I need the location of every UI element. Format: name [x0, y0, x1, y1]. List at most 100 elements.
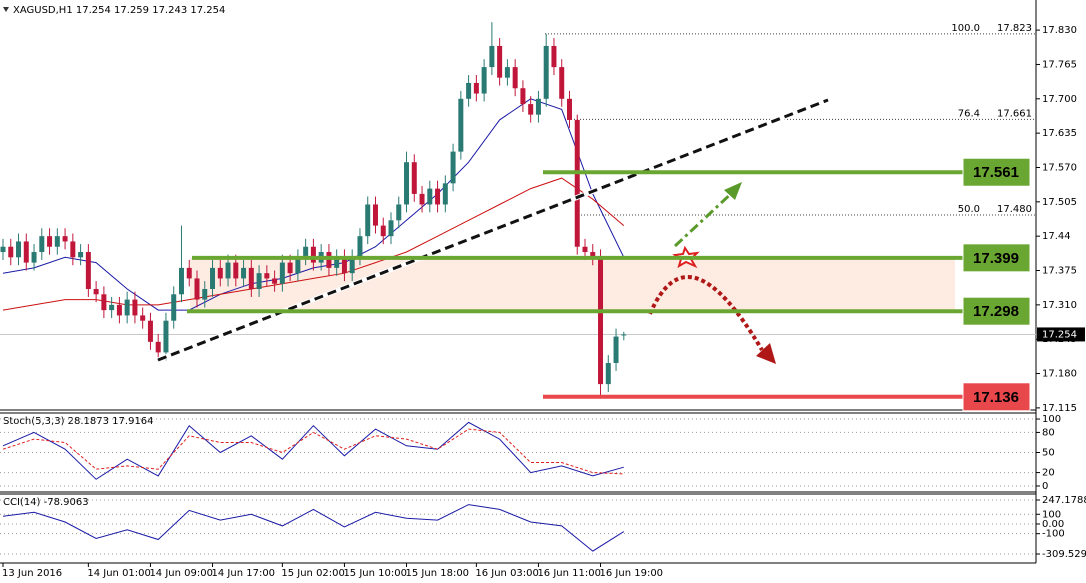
candle-body: [582, 246, 588, 253]
candle-body: [295, 257, 301, 274]
candle-body: [435, 188, 441, 205]
fib-ratio: 50.0: [958, 204, 980, 215]
indicator-line: [2, 421, 624, 480]
y-tick-label: 0: [1042, 481, 1048, 492]
y-tick-label: 17.44: [1042, 231, 1071, 242]
candle-body: [210, 267, 216, 290]
y-tick-label: -100: [1042, 529, 1065, 540]
candle-body: [101, 294, 107, 311]
candle-body: [605, 362, 611, 385]
candle-body: [450, 151, 456, 184]
candle-body: [512, 67, 518, 89]
candle-body: [551, 45, 557, 68]
candle-body: [365, 204, 371, 237]
y-tick-label: -309.5296: [1042, 549, 1086, 560]
candle-body: [8, 246, 14, 258]
level-label: 17.561: [973, 164, 1019, 181]
y-tick-label: 17.310: [1042, 300, 1077, 311]
y-tick-label: 50: [1042, 448, 1055, 459]
candle-body: [442, 183, 448, 205]
candle-body: [155, 341, 161, 353]
y-tick-label: 100: [1042, 414, 1061, 425]
level-box: [962, 296, 1031, 326]
candle-body: [47, 236, 53, 247]
candle-body: [233, 262, 239, 279]
x-tick-label: 14 Jun 01:00: [87, 568, 151, 579]
candle-body: [54, 236, 60, 247]
y-tick-label: 80: [1042, 427, 1055, 438]
candle-body: [147, 320, 153, 342]
candle-body: [264, 273, 270, 279]
candle-body: [62, 236, 68, 242]
candle-body: [598, 257, 604, 385]
y-tick-label: 20: [1042, 468, 1055, 479]
candle-body: [504, 67, 510, 78]
candle-body: [380, 225, 386, 237]
x-tick-label: 15 Jun 02:00: [281, 568, 345, 579]
candle-body: [326, 252, 332, 268]
price-tag-label: 17.254: [1042, 329, 1077, 340]
candle-body: [194, 278, 200, 300]
candle-body: [497, 45, 503, 78]
fib-ratio: 100.0: [951, 23, 980, 34]
candle-body: [186, 267, 192, 279]
down-arrow-head: [756, 343, 776, 364]
candle-body: [357, 236, 363, 258]
candle-body: [287, 262, 293, 274]
x-tick-label: 14 Jun 09:00: [149, 568, 213, 579]
x-tick-label: 16 Jun 03:00: [475, 568, 539, 579]
up-arrow-head: [724, 182, 742, 200]
y-tick-label: 17.830: [1042, 25, 1077, 36]
fib-ratio: 76.4: [958, 108, 980, 119]
candle-body: [334, 257, 340, 268]
candle-body: [116, 304, 122, 316]
candle-body: [93, 289, 99, 295]
candle-body: [279, 262, 285, 284]
candle-body: [528, 104, 534, 115]
candle-body: [404, 162, 410, 205]
fib-level: 17.823: [997, 23, 1032, 34]
candle-body: [310, 246, 316, 263]
menu-icon[interactable]: [3, 7, 9, 12]
y-tick-label: 100: [1042, 509, 1061, 520]
x-tick-label: 13 Jun 2016: [2, 568, 62, 579]
candle-body: [256, 273, 262, 290]
level-label: 17.298: [973, 303, 1019, 320]
candle-body: [0, 246, 6, 253]
up-arrow: [673, 188, 737, 248]
stoch-title: Stoch(5,3,3) 28.1873 17.9164: [3, 416, 154, 427]
candle-body: [39, 236, 45, 253]
level-label: 17.136: [973, 389, 1019, 406]
y-tick-label: 17.505: [1042, 197, 1077, 208]
x-tick-label: 15 Jun 10:00: [343, 568, 407, 579]
annotations: 100.0 17.823 76.4 17.661 50.0 17.480 17.561 17.…: [157, 23, 1032, 412]
candle-body: [140, 315, 146, 321]
fib-level: 17.480: [997, 204, 1032, 215]
x-tick-label: 16 Jun 19:00: [600, 568, 664, 579]
candle-body: [613, 336, 619, 363]
candle-body: [248, 267, 254, 290]
candle-body: [341, 257, 347, 274]
indicator-line: [2, 177, 625, 311]
candle-body: [559, 67, 565, 99]
candle-body: [621, 334, 627, 336]
indicator-line: [2, 504, 625, 552]
x-tick-label: 15 Jun 18:00: [406, 568, 470, 579]
y-tick-label: 0.00: [1042, 519, 1064, 530]
candle-body: [419, 193, 425, 205]
candle-body: [411, 162, 417, 194]
x-tick-label: 16 Jun 11:00: [537, 568, 601, 579]
candle-body: [520, 88, 526, 105]
y-tick-label: 17.635: [1042, 128, 1077, 139]
y-tick-label: 17.765: [1042, 59, 1077, 70]
y-tick-label: 17.700: [1042, 94, 1077, 105]
chart-title: XAGUSD,H1 17.254 17.259 17.243 17.254: [13, 5, 225, 16]
candle-body: [124, 299, 130, 316]
candle-body: [489, 45, 495, 68]
y-tick-label: 17.180: [1042, 369, 1077, 380]
trend-line: [157, 98, 829, 362]
candle-body: [303, 246, 309, 258]
candle-body: [163, 320, 169, 353]
candle-body: [109, 304, 115, 311]
